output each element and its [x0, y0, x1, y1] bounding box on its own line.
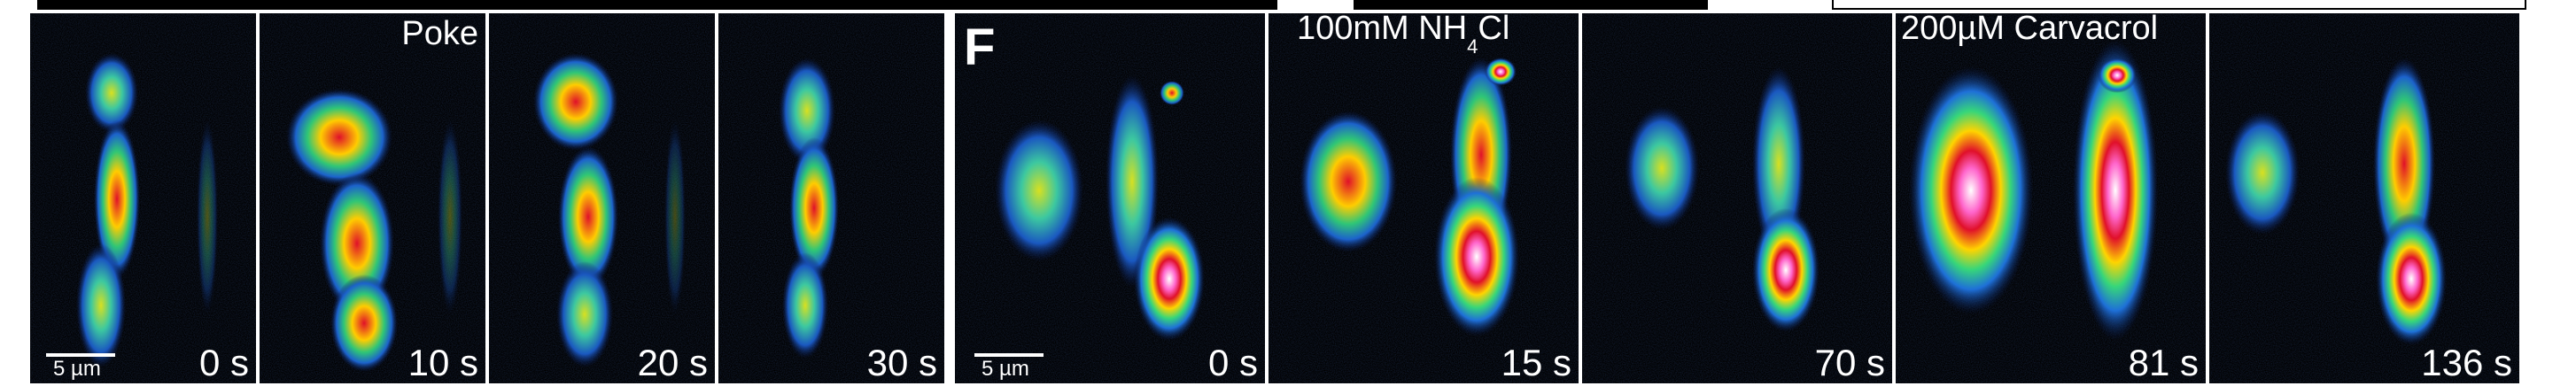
fluorescence-image [260, 13, 485, 383]
cell-image-panel: 100mM NH4Cl 15 s [1269, 13, 1579, 383]
top-border-left [37, 0, 1277, 10]
fluorescence-image [30, 13, 256, 383]
cell-image-panel: 136 s [2209, 13, 2519, 383]
scale-bar [974, 353, 1044, 357]
scale-bar [46, 353, 115, 357]
cell-image-panel: Poke 10 s [260, 13, 485, 383]
top-border-mid [1354, 0, 1708, 10]
timestamp: 136 s [2421, 342, 2512, 383]
timestamp: 20 s [637, 342, 708, 383]
scale-bar-label: 5 µm [53, 357, 101, 381]
right-image-strip: F 5 µm 0 s 100mM NH4Cl 15 s 70 s [955, 13, 2519, 383]
timestamp: 81 s [2128, 342, 2199, 383]
fluorescence-image [489, 13, 715, 383]
top-border-right [1832, 0, 2526, 10]
timestamp: 70 s [1814, 342, 1885, 383]
fluorescence-image [1896, 13, 2206, 383]
fluorescence-image [1269, 13, 1579, 383]
treatment-label: 200µM Carvacrol [1901, 13, 2159, 47]
cell-image-panel: 200µM Carvacrol 81 s [1896, 13, 2206, 383]
treatment-label-main: 100mM NH [1297, 13, 1468, 47]
treatment-label-subscript: 4 [1467, 35, 1478, 58]
fluorescence-image [718, 13, 944, 383]
cell-image-panel: 30 s [718, 13, 944, 383]
timestamp: 30 s [866, 342, 937, 383]
timestamp: 0 s [198, 342, 249, 383]
fluorescence-image [955, 13, 1265, 383]
scale-bar-label: 5 µm [982, 357, 1029, 381]
treatment-label: 100mM NH4Cl [1297, 13, 1510, 57]
timestamp: 15 s [1501, 342, 1571, 383]
timestamp: 0 s [1207, 342, 1258, 383]
cell-image-panel: 20 s [489, 13, 715, 383]
treatment-label-tail: Cl [1478, 13, 1510, 47]
cell-image-panel: F 5 µm 0 s [955, 13, 1265, 383]
panel-letter: F [964, 19, 996, 76]
left-image-strip: 5 µm 0 s Poke 10 s 20 s 30 s [30, 13, 944, 383]
cell-image-panel: 5 µm 0 s [30, 13, 256, 383]
fluorescence-image [1582, 13, 1892, 383]
timestamp: 10 s [407, 342, 478, 383]
stimulus-label: Poke [401, 15, 478, 52]
cell-image-panel: 70 s [1582, 13, 1892, 383]
fluorescence-image [2209, 13, 2519, 383]
